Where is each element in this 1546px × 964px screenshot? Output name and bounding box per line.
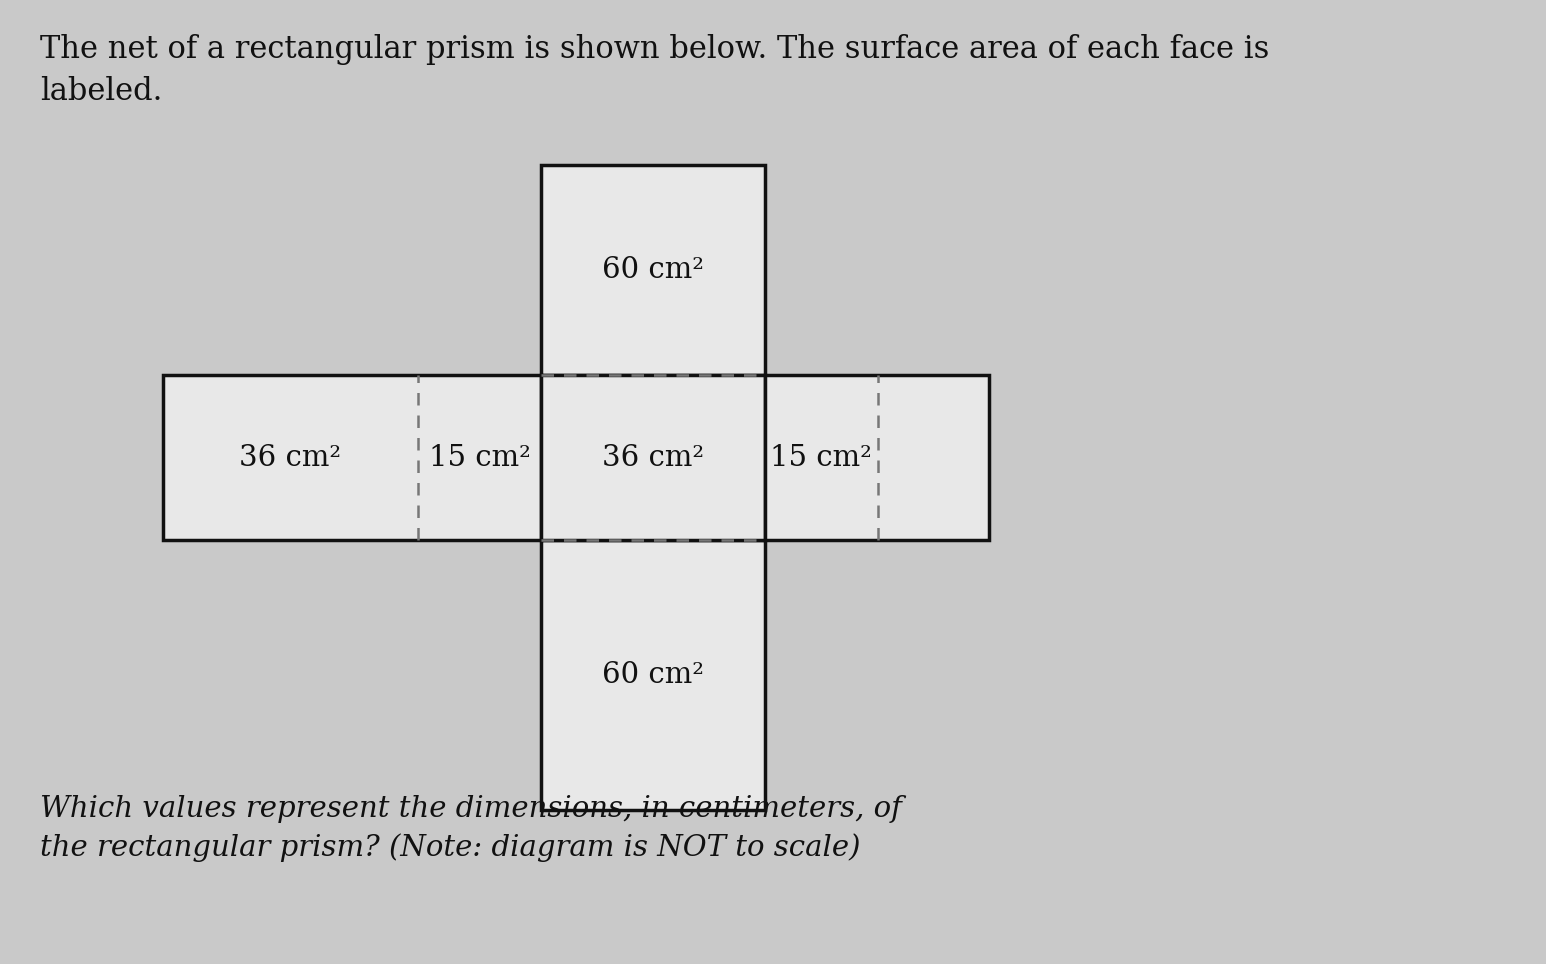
Bar (541, 375, 765, 540)
Text: 60 cm²: 60 cm² (601, 256, 703, 284)
Bar (162, 375, 541, 540)
Bar (541, 540, 765, 810)
Text: 36 cm²: 36 cm² (601, 443, 703, 471)
Text: Which values represent the dimensions, in centimeters, of
the rectangular prism?: Which values represent the dimensions, i… (40, 795, 901, 863)
Bar (541, 165, 765, 375)
Bar (765, 375, 989, 540)
Text: 15 cm²: 15 cm² (428, 443, 530, 471)
Text: 60 cm²: 60 cm² (601, 661, 703, 689)
Text: 36 cm²: 36 cm² (240, 443, 342, 471)
Text: 15 cm²: 15 cm² (770, 443, 872, 471)
Text: The net of a rectangular prism is shown below. The surface area of each face is
: The net of a rectangular prism is shown … (40, 34, 1269, 107)
